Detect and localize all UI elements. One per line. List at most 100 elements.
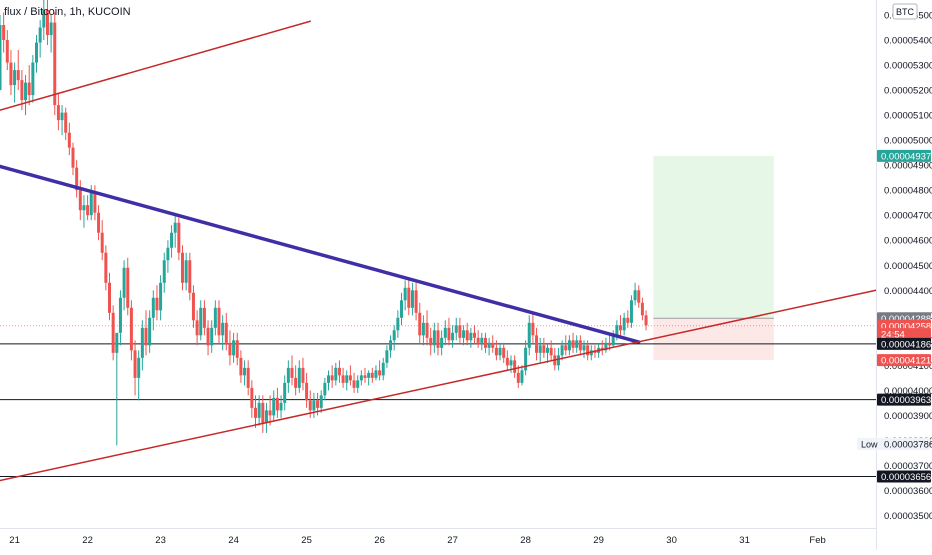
candle-body [458, 325, 462, 338]
candle-body [24, 82, 28, 101]
candle [0, 15, 2, 91]
price-tick-label: 0.00004800 [884, 186, 932, 197]
candle-body [571, 340, 575, 348]
candle-body [341, 375, 345, 383]
candle [451, 325, 455, 348]
candle [447, 317, 451, 346]
candle [9, 50, 13, 96]
candle [177, 217, 181, 261]
candle [264, 402, 268, 433]
candle [538, 337, 542, 363]
currency-badge-label: BTC [896, 7, 915, 17]
price-axis[interactable]: 0.000055000.000054000.000053000.00005200… [876, 0, 932, 550]
candle [330, 365, 334, 388]
trendline-ascending-support[interactable] [0, 289, 877, 482]
candle [184, 252, 188, 291]
candle [268, 395, 272, 426]
candle [640, 297, 644, 321]
candle-body [286, 367, 290, 383]
trendline-upper-channel[interactable] [0, 20, 311, 111]
candle-body [202, 307, 206, 328]
candle [191, 285, 195, 328]
candle-body [644, 315, 648, 326]
candle [436, 322, 440, 356]
candle-body [129, 307, 133, 351]
candle [261, 395, 265, 433]
candle-body [381, 362, 385, 376]
candle-body [243, 367, 247, 376]
candle-body [82, 205, 86, 211]
candle-body [100, 232, 104, 253]
time-axis[interactable]: 21 22 23 24 25 26 27 28 29 30 31 Feb [0, 528, 876, 550]
trendlines[interactable] [0, 20, 877, 482]
time-tick-label: 23 [155, 535, 166, 546]
candle-body [516, 372, 520, 383]
exchange-name: KUCOIN [87, 6, 131, 18]
candle-body [191, 292, 195, 321]
candle-body [473, 332, 476, 338]
candle-body [246, 367, 250, 388]
header-separator-2: , [81, 6, 88, 18]
candle-body [308, 400, 312, 411]
currency-badge[interactable] [892, 3, 918, 20]
candle-body [626, 317, 630, 323]
candles [0, 0, 648, 446]
candle-body [447, 327, 451, 341]
candle [239, 350, 243, 383]
candle-body [476, 337, 480, 343]
candle-body [410, 290, 414, 308]
candle-body [367, 372, 371, 378]
candle [527, 315, 531, 356]
candle [162, 252, 166, 293]
candle [348, 365, 352, 386]
candle-body [330, 375, 334, 381]
candle [334, 362, 338, 386]
candle [100, 220, 104, 261]
candle-body [184, 260, 188, 283]
candle-body [305, 382, 309, 401]
candle-body [279, 402, 283, 411]
candle-body [378, 370, 382, 376]
candle [542, 337, 546, 358]
time-tick-label: 29 [593, 535, 604, 546]
candle [286, 360, 290, 393]
candle-body [71, 147, 75, 168]
candle-body [520, 370, 524, 383]
candle-body [60, 112, 64, 121]
candle [611, 330, 615, 348]
candle [465, 322, 469, 346]
candle [31, 55, 35, 103]
candle [567, 335, 571, 356]
candle [283, 375, 287, 411]
price-tick-label: 0.00003700 [884, 461, 932, 472]
price-badge-target: 0.00004937 [877, 149, 931, 162]
candle [359, 370, 363, 386]
candle [425, 310, 429, 346]
candle-body [250, 387, 254, 408]
candle [275, 387, 279, 418]
time-tick-label: 22 [82, 535, 93, 546]
candle-body [283, 382, 287, 403]
price-badge-bg [877, 149, 931, 162]
candle [396, 310, 400, 338]
trendline-descending-resistance[interactable] [0, 164, 641, 344]
time-axis-background [0, 528, 876, 550]
candle-body [45, 10, 49, 36]
candle-body [535, 335, 539, 353]
candle [166, 240, 170, 273]
candle-body [542, 345, 546, 353]
candle [564, 335, 568, 356]
price-badge-label: 0.00003963 [881, 395, 931, 406]
candle [443, 320, 447, 346]
candle [356, 375, 360, 393]
candle-body [604, 342, 608, 351]
candle-body [451, 332, 455, 341]
candle [619, 315, 622, 336]
candle-body [421, 322, 425, 336]
loss-zone [653, 318, 774, 361]
candle [60, 105, 64, 136]
time-tick-label: 25 [301, 535, 312, 546]
candle-body [429, 337, 433, 346]
